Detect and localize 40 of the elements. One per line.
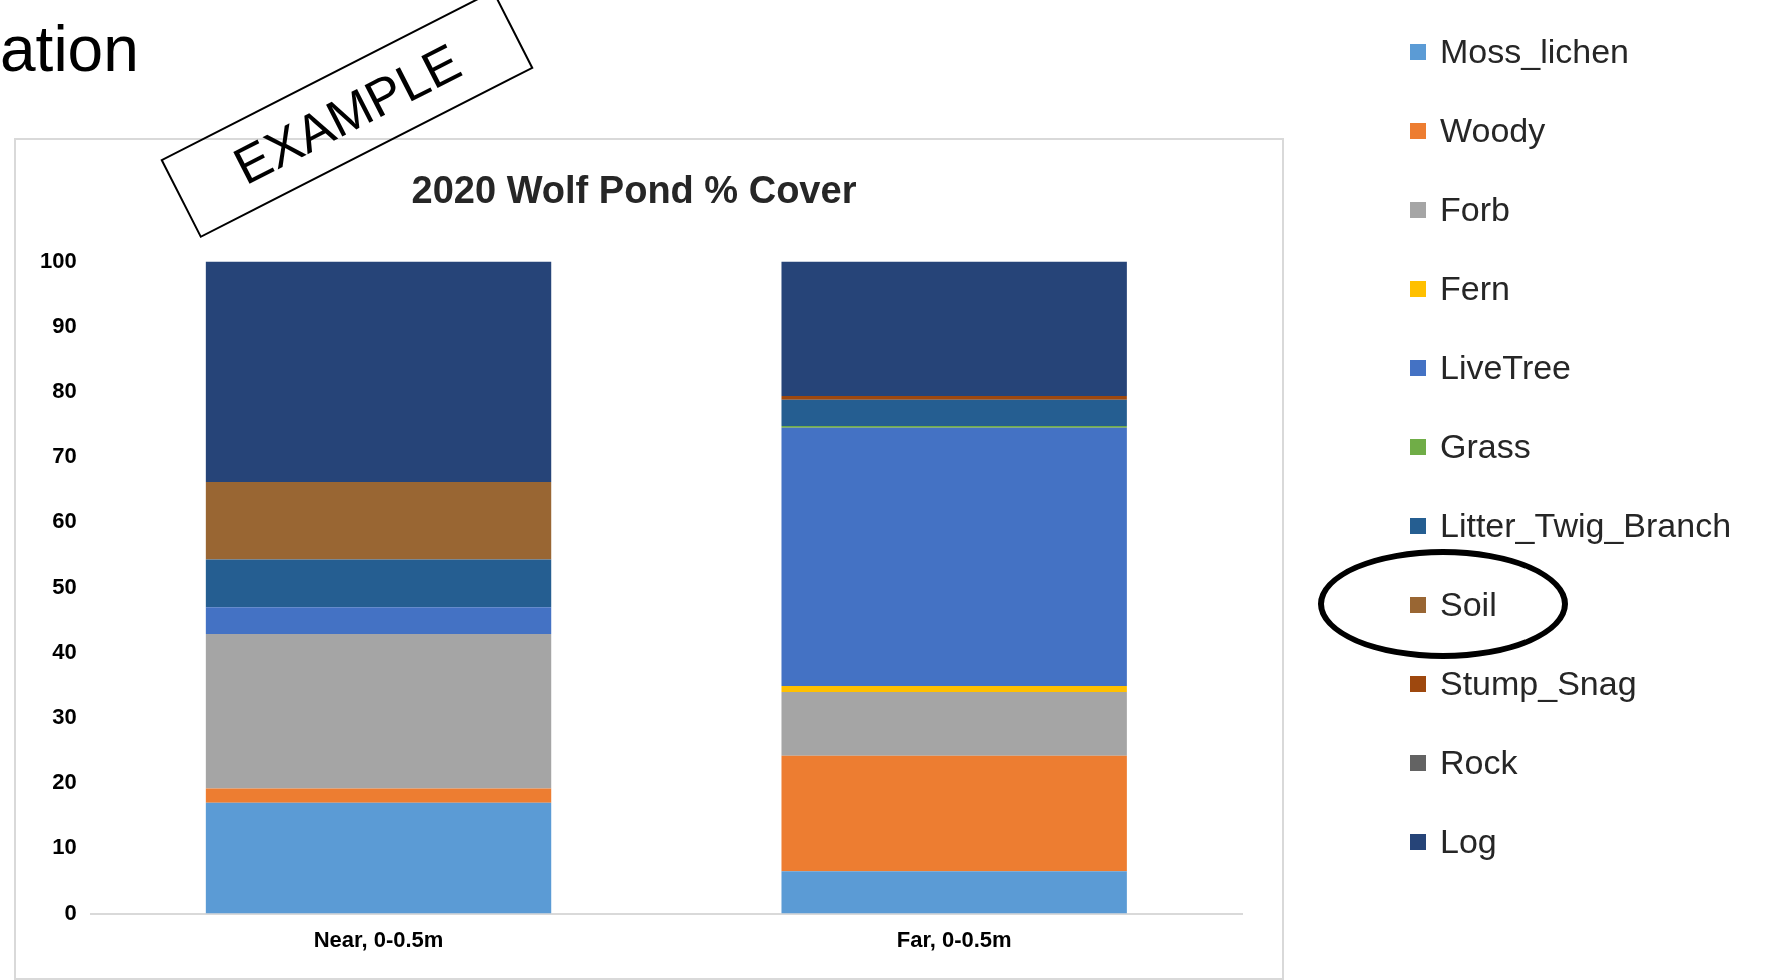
bar bbox=[781, 395, 1127, 400]
legend-label: Soil bbox=[1440, 585, 1497, 624]
y-tick-label: 80 bbox=[52, 378, 77, 404]
bar bbox=[781, 427, 1127, 687]
bar bbox=[781, 755, 1127, 872]
legend-label: Fern bbox=[1440, 269, 1510, 308]
y-tick-label: 10 bbox=[52, 834, 77, 860]
bar bbox=[781, 399, 1127, 426]
bar bbox=[205, 481, 552, 560]
y-tick-label: 100 bbox=[39, 247, 77, 273]
text: ation bbox=[0, 12, 139, 86]
y-tick-label: 90 bbox=[52, 312, 77, 338]
legend-label: Woody bbox=[1440, 111, 1546, 150]
y-tick-label: 70 bbox=[52, 443, 77, 469]
y-tick-label: 20 bbox=[52, 769, 77, 795]
legend-label: Grass bbox=[1440, 427, 1531, 466]
bar bbox=[781, 871, 1127, 914]
bar bbox=[205, 607, 552, 634]
legend-label: LiveTree bbox=[1440, 348, 1572, 387]
bar bbox=[781, 691, 1127, 756]
bar bbox=[781, 261, 1127, 396]
y-tick-label: 40 bbox=[52, 638, 77, 664]
bar bbox=[205, 802, 552, 914]
bar bbox=[205, 633, 552, 789]
bar bbox=[205, 788, 552, 803]
bar bbox=[205, 261, 552, 482]
legend-label: Stump_Snag bbox=[1440, 664, 1637, 703]
y-tick-label: 0 bbox=[64, 899, 77, 925]
y-tick-label: 50 bbox=[52, 573, 77, 599]
legend-label: Log bbox=[1440, 822, 1497, 861]
x-tick-label: Far, 0-0.5m bbox=[896, 926, 1012, 952]
bar bbox=[205, 559, 552, 608]
y-tick-label: 30 bbox=[52, 704, 77, 730]
legend-label: Rock bbox=[1440, 743, 1518, 782]
legend-label: Forb bbox=[1440, 190, 1510, 229]
x-tick-label: Near, 0-0.5m bbox=[313, 926, 444, 952]
bar bbox=[781, 686, 1127, 692]
y-tick-label: 60 bbox=[52, 508, 77, 534]
legend-label: Litter_Twig_Branch bbox=[1440, 506, 1732, 545]
legend-label: Moss_lichen bbox=[1440, 32, 1629, 71]
